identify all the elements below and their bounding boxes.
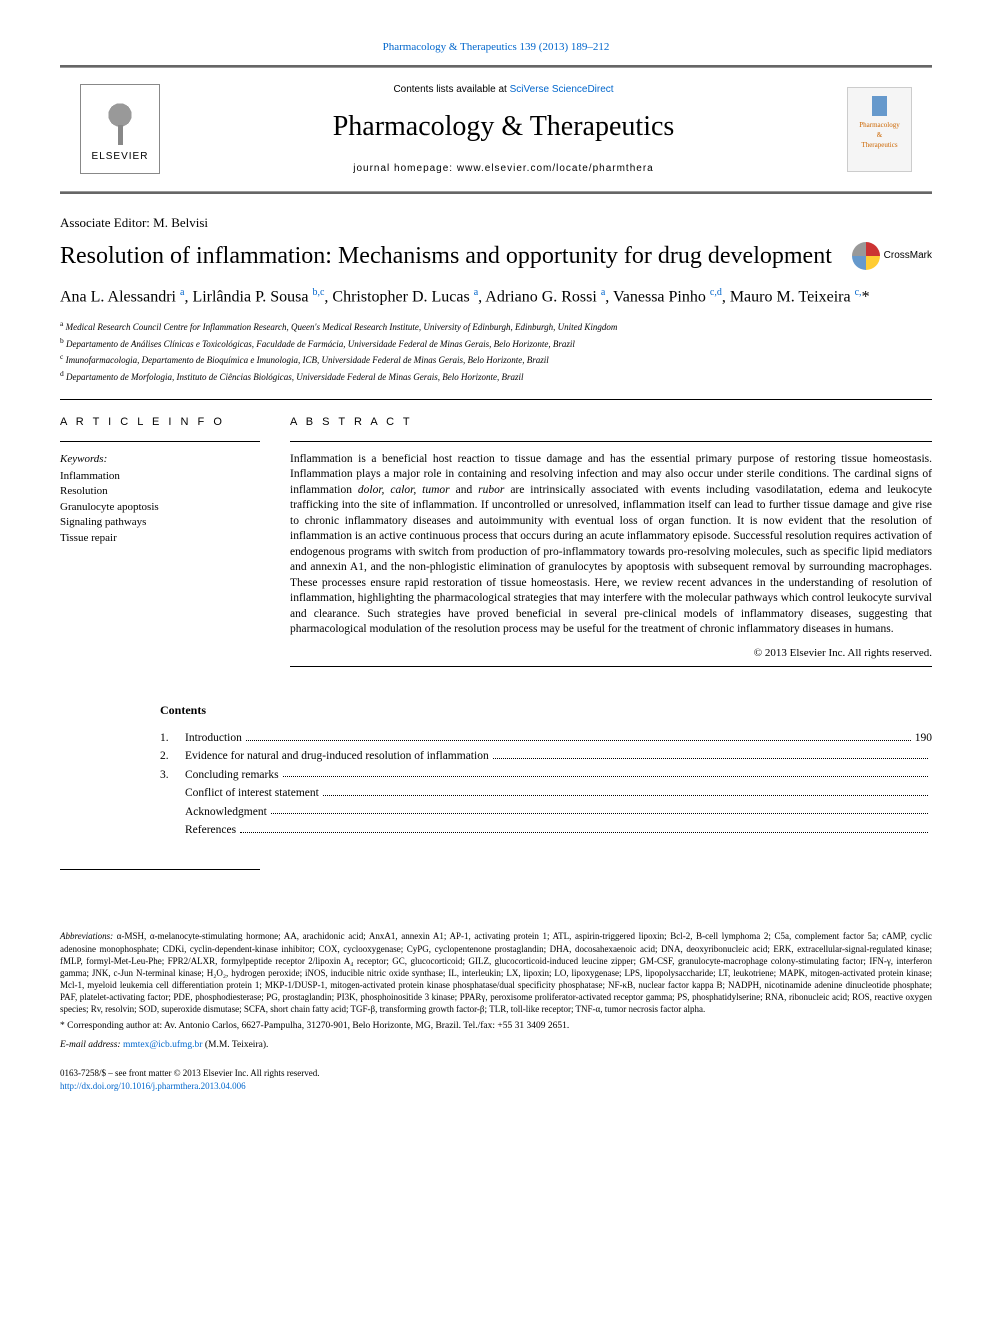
- abbreviations-block: Abbreviations: α-MSH, α-melanocyte-stimu…: [60, 930, 932, 1015]
- toc-number: [160, 784, 185, 802]
- abstract-heading: A B S T R A C T: [290, 415, 932, 430]
- keyword: Tissue repair: [60, 531, 260, 546]
- email-name: (M.M. Teixeira).: [205, 1040, 269, 1050]
- contents-available: Contents lists available at SciVerse Sci…: [160, 83, 847, 97]
- affiliation-line: c Imunofarmacologia, Departamento de Bio…: [60, 351, 932, 368]
- footer-meta: 0163-7258/$ – see front matter © 2013 El…: [60, 1067, 932, 1092]
- article-title: Resolution of inflammation: Mechanisms a…: [60, 242, 852, 271]
- toc-dots: [323, 784, 928, 796]
- keyword: Granulocyte apoptosis: [60, 500, 260, 515]
- toc-list: 1.Introduction1902.Evidence for natural …: [160, 729, 932, 839]
- toc-dots: [271, 803, 928, 815]
- authors-list: Ana L. Alessandri a, Lirlândia P. Sousa …: [60, 286, 932, 309]
- journal-title: Pharmacology & Therapeutics: [160, 107, 847, 146]
- paper-page: Pharmacology & Therapeutics 139 (2013) 1…: [0, 0, 992, 1132]
- crossmark-label: CrossMark: [884, 249, 932, 263]
- contents-section: Contents 1.Introduction1902.Evidence for…: [160, 702, 932, 839]
- associate-editor: Associate Editor: M. Belvisi: [60, 214, 932, 232]
- divider: [290, 441, 932, 442]
- contents-heading: Contents: [160, 702, 932, 719]
- toc-label: Evidence for natural and drug-induced re…: [185, 747, 489, 765]
- keyword: Signaling pathways: [60, 515, 260, 530]
- cover-text-2: &: [877, 131, 882, 141]
- cover-text-3: Therapeutics: [861, 141, 897, 151]
- toc-row: Acknowledgment: [160, 803, 932, 821]
- header-center: Contents lists available at SciVerse Sci…: [160, 83, 847, 175]
- toc-dots: [493, 747, 928, 759]
- corresponding-author: * Corresponding author at: Av. Antonio C…: [60, 1020, 932, 1033]
- toc-number: [160, 821, 185, 839]
- homepage-url[interactable]: www.elsevier.com/locate/pharmthera: [457, 163, 654, 174]
- toc-number: 2.: [160, 747, 185, 765]
- toc-dots: [246, 729, 911, 741]
- doi-link[interactable]: http://dx.doi.org/10.1016/j.pharmthera.2…: [60, 1081, 246, 1091]
- title-row: Resolution of inflammation: Mechanisms a…: [60, 242, 932, 286]
- toc-dots: [240, 821, 928, 833]
- copyright: © 2013 Elsevier Inc. All rights reserved…: [290, 646, 932, 661]
- homepage-line: journal homepage: www.elsevier.com/locat…: [160, 162, 847, 176]
- email-label: E-mail address:: [60, 1040, 121, 1050]
- article-info-col: A R T I C L E I N F O Keywords: Inflamma…: [60, 415, 260, 677]
- crossmark-badge[interactable]: CrossMark: [852, 242, 932, 270]
- footnote-separator: [60, 869, 260, 870]
- homepage-label: journal homepage:: [353, 163, 453, 174]
- toc-row: 3.Concluding remarks: [160, 766, 932, 784]
- affiliation-line: a Medical Research Council Centre for In…: [60, 318, 932, 335]
- divider: [60, 441, 260, 442]
- toc-number: [160, 803, 185, 821]
- crossmark-icon: [852, 242, 880, 270]
- toc-dots: [283, 766, 928, 778]
- toc-label: Conflict of interest statement: [185, 784, 319, 802]
- abstract-text: Inflammation is a beneficial host reacti…: [290, 452, 932, 638]
- citation-link[interactable]: Pharmacology & Therapeutics 139 (2013) 1…: [60, 40, 932, 55]
- divider: [60, 399, 932, 400]
- keywords-list: InflammationResolutionGranulocyte apopto…: [60, 469, 260, 546]
- toc-row: Conflict of interest statement: [160, 784, 932, 802]
- cover-text-1: Pharmacology: [859, 121, 899, 131]
- abstract-col: A B S T R A C T Inflammation is a benefi…: [290, 415, 932, 677]
- abbreviations-text: α-MSH, α-melanocyte-stimulating hormone;…: [60, 931, 932, 1014]
- journal-cover-thumbnail: Pharmacology & Therapeutics: [847, 87, 912, 172]
- header-bottom-border: [60, 192, 932, 194]
- divider: [290, 666, 932, 667]
- toc-row: 2.Evidence for natural and drug-induced …: [160, 747, 932, 765]
- article-info-heading: A R T I C L E I N F O: [60, 415, 260, 430]
- cover-icon: [872, 96, 887, 116]
- affiliation-line: b Departamento de Análises Clínicas e To…: [60, 335, 932, 352]
- keyword: Inflammation: [60, 469, 260, 484]
- toc-page: 190: [915, 729, 932, 747]
- toc-label: Concluding remarks: [185, 766, 279, 784]
- affiliation-line: d Departamento de Morfologia, Instituto …: [60, 368, 932, 385]
- toc-label: Acknowledgment: [185, 803, 267, 821]
- sciencedirect-link[interactable]: SciVerse ScienceDirect: [510, 84, 614, 95]
- toc-number: 1.: [160, 729, 185, 747]
- email-link[interactable]: mmtex@icb.ufmg.br: [123, 1040, 202, 1050]
- toc-number: 3.: [160, 766, 185, 784]
- abbreviations-label: Abbreviations:: [60, 931, 113, 941]
- elsevier-logo: ELSEVIER: [80, 84, 160, 174]
- info-abstract-row: A R T I C L E I N F O Keywords: Inflamma…: [60, 415, 932, 677]
- keyword: Resolution: [60, 484, 260, 499]
- toc-row: References: [160, 821, 932, 839]
- elsevier-text: ELSEVIER: [92, 150, 149, 164]
- toc-row: 1.Introduction 190: [160, 729, 932, 747]
- front-matter-line: 0163-7258/$ – see front matter © 2013 El…: [60, 1067, 932, 1080]
- affiliations: a Medical Research Council Centre for In…: [60, 318, 932, 384]
- elsevier-tree-icon: [95, 95, 145, 145]
- journal-header: ELSEVIER Contents lists available at Sci…: [60, 67, 932, 191]
- contents-label: Contents lists available at: [393, 84, 506, 95]
- toc-label: Introduction: [185, 729, 242, 747]
- keywords-label: Keywords:: [60, 452, 260, 467]
- email-line: E-mail address: mmtex@icb.ufmg.br (M.M. …: [60, 1039, 932, 1052]
- toc-label: References: [185, 821, 236, 839]
